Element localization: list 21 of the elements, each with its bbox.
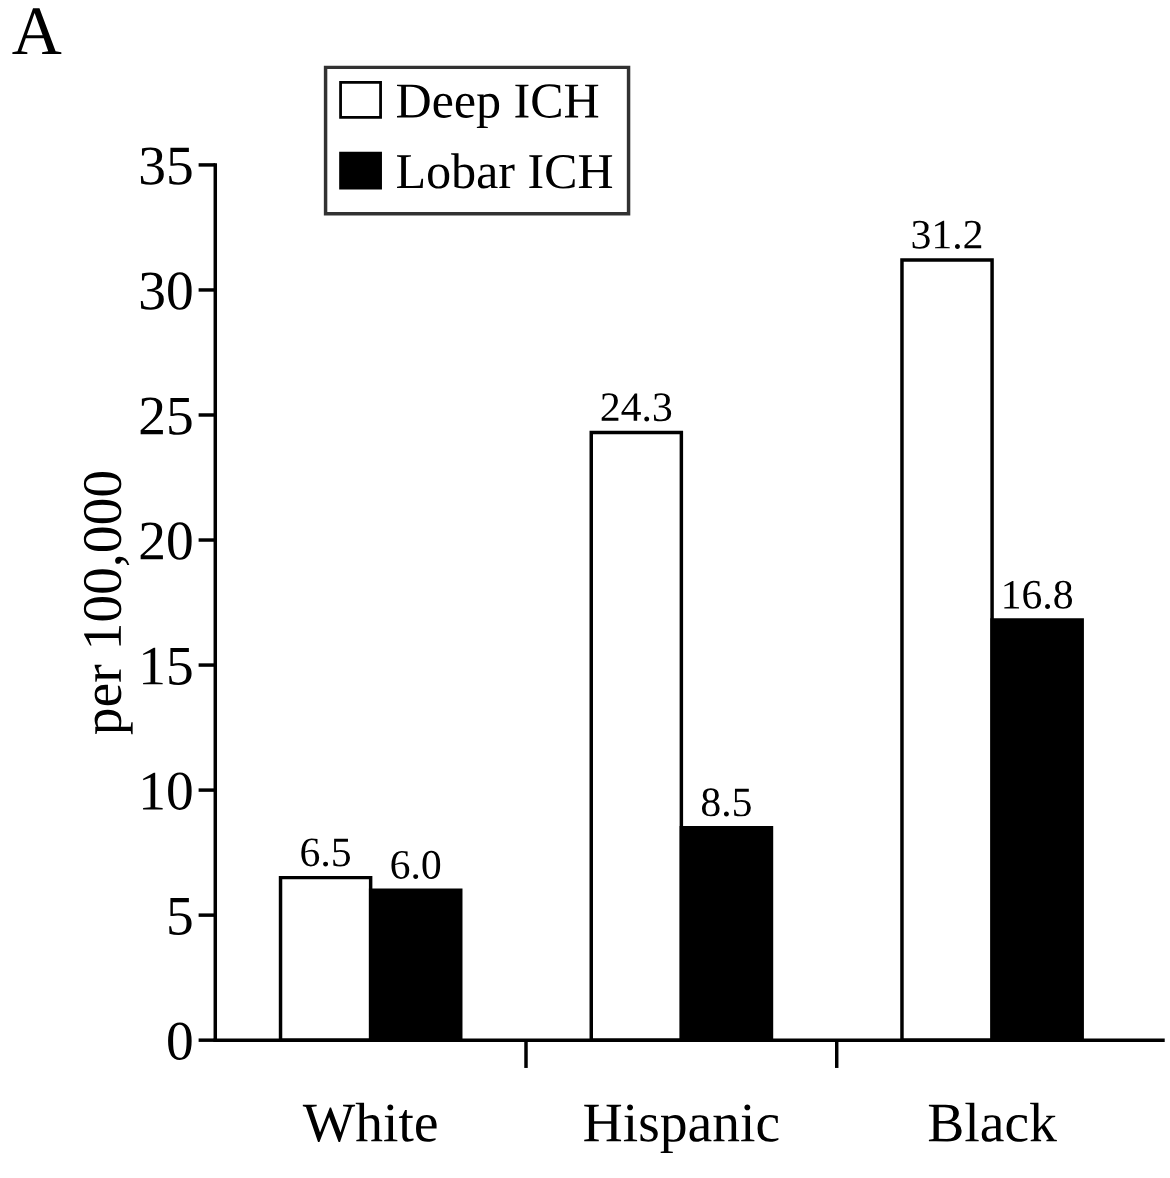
x-tick-label: White — [302, 1102, 437, 1143]
y-tick-label: 5 — [169, 898, 192, 935]
data-label: 6.0 — [391, 850, 441, 880]
y-tick-label: 20 — [140, 522, 192, 560]
x-tick-label: Hispanic — [584, 1104, 779, 1154]
y-tick-label: 35 — [140, 147, 192, 185]
data-label: 31.2 — [912, 220, 982, 249]
y-tick-label: 25 — [140, 397, 192, 435]
chart-title: A — [12, 8, 62, 55]
data-label: 24.3 — [601, 393, 672, 422]
legend-label: Deep ICH — [397, 84, 599, 129]
y-tick-label: 0 — [168, 1022, 192, 1060]
y-axis-title: per 100,000 — [83, 471, 133, 735]
y-tick-label: 15 — [143, 647, 192, 685]
data-label: 16.8 — [1004, 580, 1073, 609]
legend-label: Lobar ICH — [397, 153, 613, 189]
y-tick-label: 10 — [143, 772, 192, 810]
x-tick-label: Black — [928, 1102, 1057, 1142]
data-label: 6.5 — [301, 838, 350, 867]
data-label: 8.5 — [701, 788, 751, 817]
y-tick-label: 30 — [140, 272, 192, 310]
